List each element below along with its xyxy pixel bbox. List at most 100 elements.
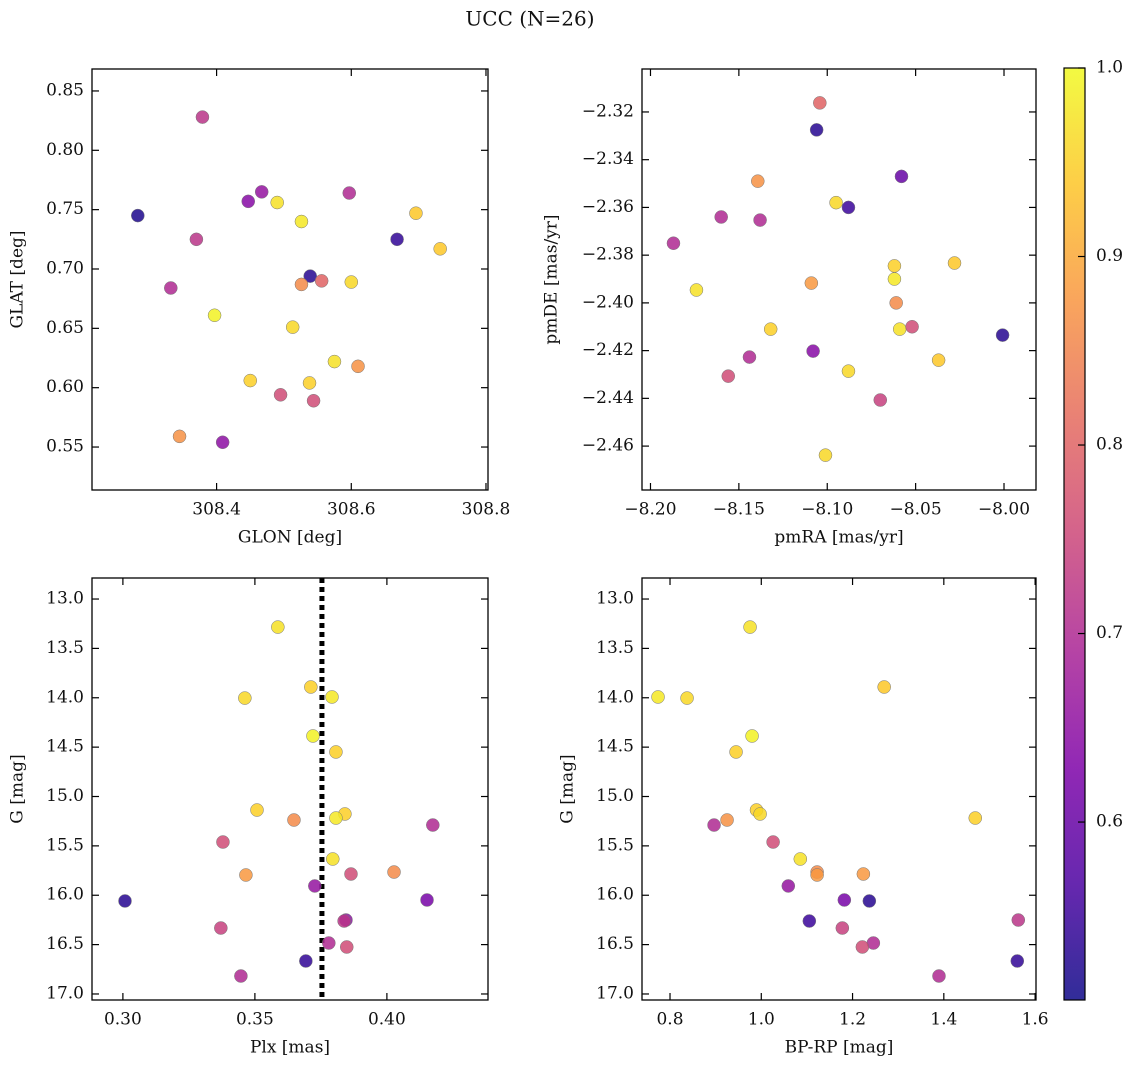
plot-frame bbox=[641, 68, 1037, 491]
point bbox=[806, 344, 820, 358]
y-tick-label: 17.0 bbox=[596, 983, 634, 1003]
y-tick-label: 15.5 bbox=[596, 835, 634, 855]
y-tick-label: −2.44 bbox=[582, 388, 634, 408]
point bbox=[234, 969, 248, 983]
point bbox=[810, 868, 824, 882]
point bbox=[862, 894, 877, 908]
y-tick-label: 14.5 bbox=[596, 737, 634, 757]
colorbar-tick-label: 1.0 bbox=[1096, 58, 1123, 78]
point bbox=[892, 322, 907, 336]
x-tick-label: −8.20 bbox=[624, 500, 676, 520]
point bbox=[207, 308, 222, 323]
point bbox=[271, 620, 285, 634]
subplot: 0.8 1.0 1.2 1.4 1.6 13.0 13.5 14.0 14.5 15.0 15.5 1… bbox=[558, 577, 1049, 1058]
point bbox=[322, 936, 336, 950]
colorbar-tick-label: 0.7 bbox=[1096, 623, 1123, 643]
point bbox=[729, 745, 743, 759]
point bbox=[299, 954, 313, 968]
point bbox=[314, 274, 329, 288]
point bbox=[804, 276, 819, 290]
point bbox=[351, 359, 365, 374]
point bbox=[118, 894, 132, 908]
point bbox=[813, 96, 827, 110]
point bbox=[308, 879, 322, 893]
y-tick-label: 13.5 bbox=[596, 638, 634, 658]
point bbox=[714, 210, 728, 224]
y-tick-label: 0.55 bbox=[46, 437, 84, 457]
point bbox=[931, 353, 946, 367]
x-axis-label: GLON [deg] bbox=[238, 528, 342, 548]
point bbox=[877, 680, 891, 694]
point bbox=[766, 835, 780, 849]
point bbox=[172, 429, 187, 444]
y-tick-label: 14.0 bbox=[46, 687, 84, 707]
point bbox=[707, 818, 721, 832]
x-axis-label: BP-RP [mag] bbox=[785, 1038, 894, 1058]
y-tick-label: −2.32 bbox=[582, 101, 634, 121]
y-axis-label: G [mag] bbox=[8, 754, 28, 823]
x-tick-label: 308.8 bbox=[462, 500, 511, 520]
point bbox=[894, 169, 909, 184]
point bbox=[818, 448, 833, 462]
colorbar-tick-label: 0.6 bbox=[1096, 812, 1123, 832]
point bbox=[195, 110, 210, 124]
point bbox=[238, 691, 252, 705]
y-axis-label: pmDE [mas/yr] bbox=[542, 214, 562, 344]
point bbox=[841, 200, 856, 215]
point bbox=[829, 195, 843, 210]
y-tick-label: 16.0 bbox=[46, 885, 84, 905]
point bbox=[302, 376, 317, 390]
plot-frame bbox=[641, 577, 1037, 1001]
point bbox=[1011, 913, 1026, 927]
point bbox=[329, 745, 343, 759]
point bbox=[189, 232, 204, 247]
point bbox=[387, 865, 401, 879]
y-tick-label: 0.75 bbox=[46, 199, 84, 219]
point bbox=[433, 242, 447, 256]
point bbox=[753, 213, 767, 227]
point bbox=[666, 236, 681, 250]
subplot: 0.30 0.35 0.40 13.0 13.5 14.0 14.5 15.0 15.5 16.0… bbox=[8, 577, 489, 1058]
subplot: −8.20 −8.15 −8.10 −8.05 −8.00 −2.46 −2.44 −2.42… bbox=[542, 68, 1037, 548]
point bbox=[294, 214, 309, 229]
point bbox=[968, 811, 983, 825]
y-tick-label: 17.0 bbox=[46, 983, 84, 1003]
x-tick-label: −8.15 bbox=[713, 500, 765, 520]
x-tick-label: −8.00 bbox=[978, 500, 1030, 520]
point bbox=[337, 914, 351, 928]
point bbox=[294, 277, 309, 292]
x-tick-label: 308.6 bbox=[327, 500, 376, 520]
point bbox=[802, 914, 817, 928]
point bbox=[889, 296, 903, 310]
point bbox=[887, 259, 902, 273]
y-tick-label: 16.5 bbox=[46, 934, 84, 954]
y-axis-label: GLAT [deg] bbox=[8, 230, 28, 328]
y-tick-label: 14.0 bbox=[596, 687, 634, 707]
x-tick-label: −8.10 bbox=[801, 500, 853, 520]
point bbox=[932, 969, 946, 983]
y-tick-label: 13.5 bbox=[46, 638, 84, 658]
point bbox=[325, 690, 339, 704]
point bbox=[285, 320, 300, 334]
x-tick-label: 308.4 bbox=[192, 500, 241, 520]
point bbox=[856, 867, 871, 881]
y-tick-label: 0.70 bbox=[46, 258, 84, 278]
point bbox=[742, 350, 757, 364]
point bbox=[344, 275, 359, 289]
y-tick-label: 13.0 bbox=[596, 589, 634, 609]
point bbox=[420, 893, 434, 907]
point bbox=[344, 867, 358, 881]
point bbox=[270, 195, 284, 210]
colorbar bbox=[1063, 67, 1086, 1001]
point bbox=[689, 283, 704, 297]
point bbox=[781, 879, 796, 893]
x-axis-label: Plx [mas] bbox=[250, 1038, 330, 1058]
point bbox=[327, 354, 342, 369]
point bbox=[241, 194, 255, 209]
y-tick-label: 16.5 bbox=[596, 934, 634, 954]
y-tick-label: 0.85 bbox=[46, 80, 84, 100]
x-tick-label: 1.4 bbox=[930, 1010, 957, 1030]
y-tick-label: 0.60 bbox=[46, 377, 84, 397]
point bbox=[426, 818, 440, 832]
